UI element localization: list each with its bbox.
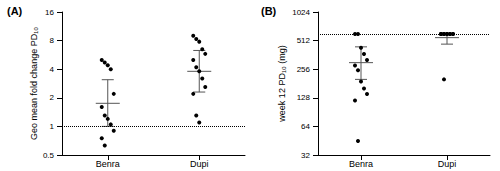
svg-text:256: 256 [297,65,311,74]
svg-text:128: 128 [297,93,311,102]
svg-text:512: 512 [297,36,311,45]
svg-text:Geo mean fold change PD₁₀: Geo mean fold change PD₁₀ [29,27,39,140]
svg-text:Benra: Benra [96,159,120,169]
svg-text:2: 2 [50,93,55,102]
svg-text:1: 1 [50,122,55,131]
svg-text:16: 16 [45,8,54,17]
svg-text:(A): (A) [7,5,23,17]
svg-text:Dupi: Dupi [438,159,457,169]
svg-text:4: 4 [50,65,55,74]
svg-text:Dupi: Dupi [190,159,209,169]
svg-text:week 12 PD₁₀ (mg): week 12 PD₁₀ (mg) [277,45,287,122]
svg-text:64: 64 [301,122,310,131]
svg-text:(B): (B) [261,5,277,17]
svg-text:1024: 1024 [292,8,310,17]
svg-text:8: 8 [50,36,55,45]
svg-text:Benra: Benra [349,159,373,169]
svg-text:32: 32 [301,151,310,160]
svg-text:0.5: 0.5 [43,151,55,160]
